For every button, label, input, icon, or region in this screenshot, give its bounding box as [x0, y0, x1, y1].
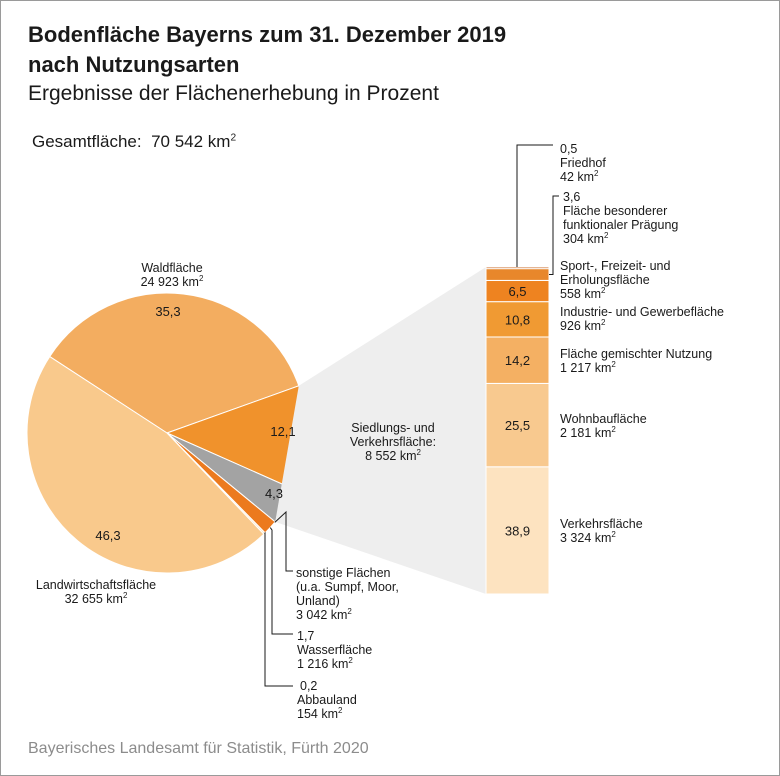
pie-category-label: sonstige Flächen — [296, 566, 391, 580]
bar-category-label: Erholungsfläche — [560, 273, 650, 287]
bar-value-label: 3,6 — [563, 190, 580, 204]
bar-area-label: 558 km2 — [560, 286, 606, 301]
pie-category-label: Unland) — [296, 594, 340, 608]
bar-value-label: 25,5 — [505, 418, 530, 433]
pie-category-label: Wasserfläche — [297, 643, 372, 657]
connector-area — [275, 267, 486, 594]
pie-category-label: Siedlungs- und — [351, 421, 434, 435]
total-label: Gesamtfläche: — [32, 132, 142, 151]
leader-line — [516, 144, 553, 267]
bar-area-label: 926 km2 — [560, 318, 606, 333]
leader-line — [274, 510, 293, 572]
pie-value-label: 4,3 — [265, 486, 283, 501]
bar-area-label: 42 km2 — [560, 169, 599, 184]
bar-segment — [485, 266, 550, 270]
pie-category-label: Landwirtschaftsfläche — [36, 578, 156, 592]
bar-area-label: 2 181 km2 — [560, 425, 616, 440]
pie-category-label: Abbauland — [297, 693, 357, 707]
pie-area-label: 32 655 km2 — [65, 591, 128, 606]
pie-value-label: 46,3 — [95, 528, 120, 543]
source-note: Bayerisches Landesamt für Statistik, Für… — [28, 740, 369, 757]
pie-category-label: Verkehrsfläche: — [350, 435, 436, 449]
bar-area-label: 304 km2 — [563, 231, 609, 246]
bar-category-label: Fläche gemischter Nutzung — [560, 347, 712, 361]
leader-line — [269, 527, 293, 635]
pie-slice — [26, 355, 265, 574]
pie-area-label: 154 km2 — [297, 706, 343, 721]
pie-value-label: 1,7 — [297, 629, 314, 643]
bar-value-label: 0,5 — [560, 142, 577, 156]
total-value: 70 542 km — [151, 132, 231, 151]
bar-value-label: 6,5 — [508, 284, 526, 299]
bar-segment — [485, 268, 550, 281]
pie-area-label: 8 552 km2 — [365, 448, 421, 463]
title-line-2: nach Nutzungsarten — [28, 52, 240, 77]
pie-value-label: 0,2 — [300, 679, 317, 693]
pie-value-label: 12,1 — [270, 424, 295, 439]
bar-category-label: funktionaler Prägung — [563, 218, 678, 232]
pie-area-label: 3 042 km2 — [296, 607, 352, 622]
bar-category-label: Fläche besonderer — [563, 204, 667, 218]
total-area: Gesamtfläche: 70 542 km2 — [32, 132, 236, 152]
bar-category-label: Wohnbaufläche — [560, 412, 647, 426]
chart-title: Bodenfläche Bayerns zum 31. Dezember 201… — [28, 20, 506, 80]
leader-line — [549, 195, 559, 276]
bar-category-label: Sport-, Freizeit- und — [560, 259, 671, 273]
bar-value-label: 10,8 — [505, 312, 530, 327]
bar-value-label: 38,9 — [505, 523, 530, 538]
pie-category-label: Waldfläche — [141, 261, 202, 275]
bar-area-label: 1 217 km2 — [560, 360, 616, 375]
bar-category-label: Verkehrsfläche — [560, 517, 643, 531]
bar-category-label: Industrie- und Gewerbefläche — [560, 305, 724, 319]
pie-category-label: (u.a. Sumpf, Moor, — [296, 580, 399, 594]
pie-area-label: 24 923 km2 — [141, 274, 204, 289]
pie-slice — [49, 292, 300, 434]
leader-line — [264, 531, 293, 687]
bar-area-label: 3 324 km2 — [560, 530, 616, 545]
bar-value-label: 14,2 — [505, 353, 530, 368]
pie-value-label: 35,3 — [155, 304, 180, 319]
total-unit-sup: 2 — [230, 132, 237, 144]
chart-subtitle: Ergebnisse der Flächenerhebung in Prozen… — [28, 82, 439, 105]
bar-category-label: Friedhof — [560, 156, 606, 170]
pie-area-label: 1 216 km2 — [297, 656, 353, 671]
bar-segment — [485, 301, 550, 338]
bar-segment — [485, 336, 550, 384]
title-line-1: Bodenfläche Bayerns zum 31. Dezember 201… — [28, 22, 507, 47]
